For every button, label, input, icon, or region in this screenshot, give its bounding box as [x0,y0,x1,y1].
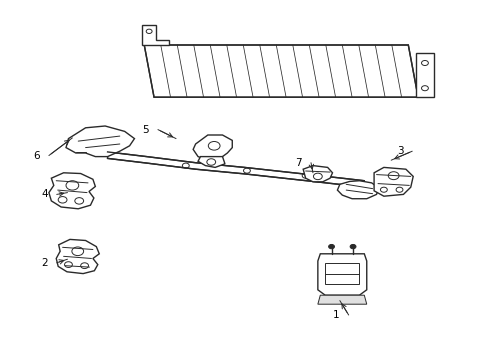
Polygon shape [337,181,378,199]
Polygon shape [107,152,364,187]
Polygon shape [144,45,417,97]
Circle shape [328,244,334,249]
Text: 6: 6 [33,150,40,161]
Text: 5: 5 [142,125,149,135]
Polygon shape [142,25,168,45]
Polygon shape [317,295,366,304]
Circle shape [349,244,355,249]
Polygon shape [303,166,332,182]
Text: 3: 3 [396,146,403,156]
Polygon shape [66,126,134,157]
Polygon shape [373,167,412,196]
Text: 1: 1 [332,310,339,320]
Text: 2: 2 [41,258,48,268]
Polygon shape [317,254,366,295]
Text: 7: 7 [295,158,302,168]
Polygon shape [325,263,359,284]
Polygon shape [198,157,224,167]
Polygon shape [193,135,232,160]
Polygon shape [415,53,433,97]
Polygon shape [49,173,95,209]
Polygon shape [56,239,99,274]
Text: 4: 4 [41,189,48,199]
